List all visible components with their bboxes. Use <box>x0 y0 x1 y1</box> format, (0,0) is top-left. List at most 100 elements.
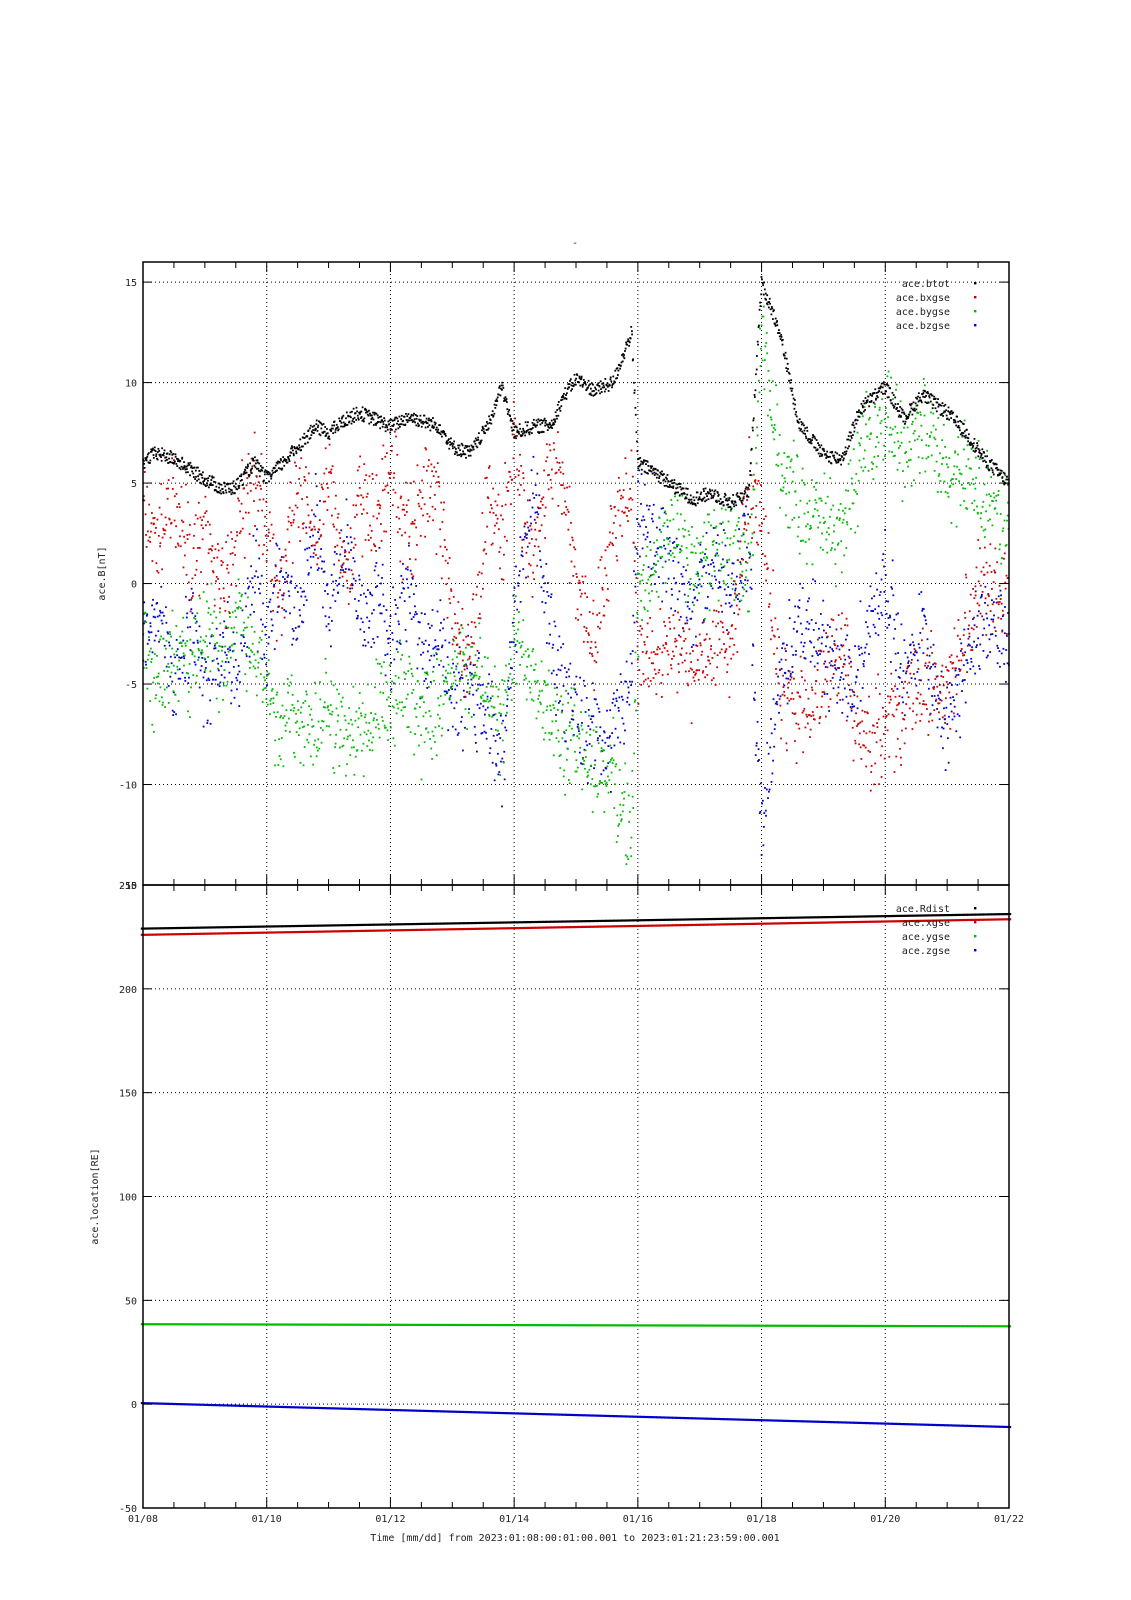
data-point <box>869 585 872 588</box>
data-point <box>198 546 201 549</box>
data-point <box>775 668 777 670</box>
data-point <box>175 638 178 641</box>
data-point <box>648 685 650 688</box>
data-point <box>312 725 315 727</box>
data-point <box>526 545 529 548</box>
data-point <box>715 625 718 628</box>
data-point <box>964 573 967 576</box>
data-point <box>204 641 206 643</box>
data-point <box>527 526 530 529</box>
data-point <box>983 573 986 576</box>
data-point <box>885 715 887 718</box>
data-point <box>537 698 540 700</box>
data-point <box>890 376 892 379</box>
data-point <box>315 755 318 758</box>
data-point <box>685 569 687 572</box>
data-point <box>439 599 442 602</box>
data-point <box>362 496 365 499</box>
data-point <box>261 623 264 626</box>
data-point <box>342 585 345 587</box>
data-point <box>747 542 750 545</box>
data-point <box>568 485 571 488</box>
data-point <box>409 482 412 485</box>
data-point <box>215 575 218 578</box>
data-point <box>558 755 561 757</box>
data-point <box>669 549 672 552</box>
data-point <box>810 527 813 529</box>
data-point <box>582 763 585 766</box>
data-point <box>858 732 861 735</box>
data-point <box>729 605 732 608</box>
data-point <box>358 578 361 581</box>
data-point <box>882 458 885 461</box>
data-point <box>931 403 934 406</box>
data-point <box>689 588 692 590</box>
data-point <box>356 617 359 619</box>
data-point <box>620 494 623 497</box>
data-point <box>321 486 323 489</box>
data-point <box>856 493 858 495</box>
data-point <box>253 464 256 467</box>
data-point <box>229 616 231 618</box>
data-point <box>167 632 169 635</box>
data-point <box>404 531 407 534</box>
data-point <box>431 757 433 760</box>
data-point <box>694 673 697 676</box>
data-point <box>643 606 646 609</box>
data-point <box>694 585 696 588</box>
data-point <box>251 459 254 462</box>
data-point <box>468 655 471 658</box>
data-point <box>294 447 297 450</box>
data-point <box>584 755 587 758</box>
data-point <box>360 714 363 717</box>
data-point <box>976 614 979 617</box>
data-point <box>310 566 312 569</box>
data-point <box>954 667 957 670</box>
data-point <box>369 536 372 539</box>
data-point <box>493 713 496 716</box>
data-point <box>440 577 443 580</box>
data-point <box>908 664 911 667</box>
data-point <box>348 415 351 418</box>
data-point <box>714 683 717 686</box>
data-point <box>382 423 385 426</box>
data-point <box>979 612 982 615</box>
data-point <box>928 661 931 664</box>
data-point <box>720 507 723 510</box>
data-point <box>371 478 374 480</box>
data-point <box>764 809 767 812</box>
data-point <box>934 662 937 665</box>
data-point <box>143 471 146 473</box>
data-point <box>924 662 927 665</box>
data-point <box>946 686 949 689</box>
data-point <box>334 600 337 603</box>
data-point <box>332 432 335 435</box>
data-point <box>870 461 873 464</box>
data-point <box>270 475 273 478</box>
data-point <box>418 489 421 492</box>
data-point <box>543 679 546 682</box>
data-point <box>606 588 609 590</box>
data-point <box>791 692 794 695</box>
data-point <box>588 714 590 717</box>
data-point <box>350 569 353 572</box>
data-point <box>824 678 827 681</box>
data-point <box>753 473 755 476</box>
data-point <box>778 711 780 714</box>
data-point <box>851 703 854 706</box>
data-point <box>987 466 989 469</box>
data-point <box>220 492 223 495</box>
data-point <box>383 419 386 422</box>
data-point <box>365 602 368 605</box>
data-point <box>751 643 754 646</box>
data-point <box>604 549 607 552</box>
data-point <box>916 411 918 414</box>
data-point <box>229 552 232 555</box>
data-point <box>730 604 733 607</box>
data-point <box>334 507 337 510</box>
data-point <box>489 697 492 700</box>
data-point <box>721 610 724 613</box>
data-point <box>579 595 582 598</box>
data-point <box>776 703 779 706</box>
data-point <box>306 559 309 562</box>
